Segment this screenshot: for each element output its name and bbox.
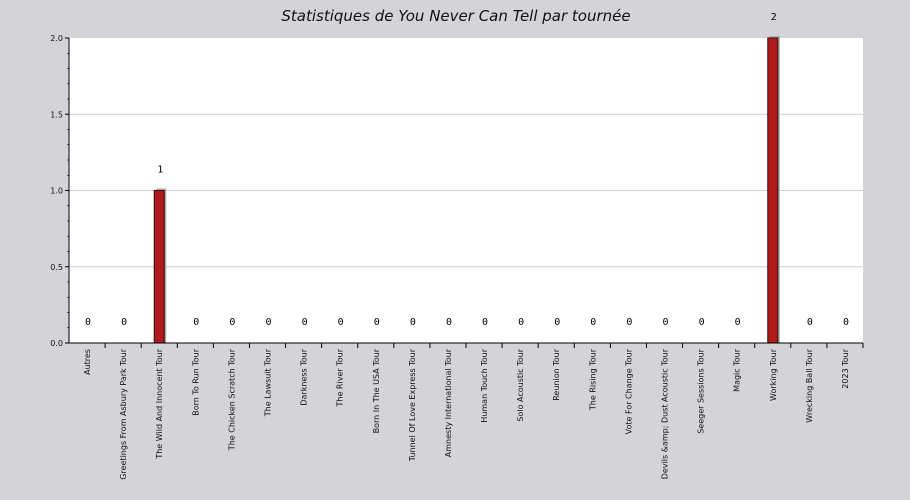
- x-tick-label: Solo Acoustic Tour: [516, 348, 525, 421]
- data-label: 0: [518, 317, 524, 328]
- x-tick-label: Amnesty International Tour: [444, 348, 453, 457]
- data-label: 0: [843, 317, 849, 328]
- x-tick-label: Seeger Sessions Tour: [697, 348, 706, 433]
- data-label: 0: [446, 317, 452, 328]
- data-label: 1: [157, 165, 163, 176]
- x-tick-label: The Wild And Innocent Tour: [155, 348, 164, 459]
- data-label: 0: [735, 317, 741, 328]
- data-label: 0: [265, 317, 271, 328]
- data-label: 0: [482, 317, 488, 328]
- y-tick-label: 0.0: [50, 339, 63, 348]
- x-tick-label: Born To Run Tour: [191, 348, 200, 415]
- data-label: 0: [554, 317, 560, 328]
- bar: [153, 190, 165, 344]
- data-label: 2: [771, 12, 777, 23]
- axes: [65, 37, 864, 348]
- y-tick-label: 0.5: [50, 263, 63, 272]
- bar: [767, 37, 779, 344]
- x-tick-label: 2023 Tour: [841, 348, 850, 388]
- x-tick-label: Tunnel Of Love Express Tour: [408, 348, 417, 462]
- y-tick-label: 1.5: [50, 110, 63, 119]
- data-label: 0: [193, 317, 199, 328]
- x-tick-label: Reunion Tour: [552, 348, 561, 400]
- chart-title: Statistiques de You Never Can Tell par t…: [281, 7, 630, 25]
- data-label: 0: [807, 317, 813, 328]
- x-tick-label: The Chicken Scratch Tour: [227, 348, 236, 451]
- grid-lines: [69, 113, 863, 268]
- data-label: 0: [410, 317, 416, 328]
- data-label: 0: [338, 317, 344, 328]
- data-label: 0: [626, 317, 632, 328]
- data-label: 0: [590, 317, 596, 328]
- x-tick-label: The River Tour: [336, 348, 345, 407]
- x-tick-label: Vote For Change Tour: [624, 348, 633, 434]
- x-tick-label: Greetings From Asbury Park Tour: [119, 348, 128, 479]
- x-tick-label: Wrecking Ball Tour: [805, 348, 814, 422]
- data-label: 0: [302, 317, 308, 328]
- x-tick-label: The Rising Tour: [588, 348, 597, 411]
- x-tick-label: Working Tour: [769, 348, 778, 401]
- x-tick-label: Autres: [83, 349, 92, 375]
- data-label: 0: [121, 317, 127, 328]
- x-tick-label: Human Touch Tour: [480, 348, 489, 422]
- data-label: 0: [662, 317, 668, 328]
- data-label: 0: [699, 317, 705, 328]
- data-label: 0: [374, 317, 380, 328]
- x-tick-label: The Lawsuit Tour: [264, 348, 273, 417]
- data-label: 0: [229, 317, 235, 328]
- x-tick-label: Magic Tour: [733, 348, 742, 392]
- labels: 0.0 0.5 1.0 1.5 2.0 0 Autres 0 Greetings From As…: [50, 12, 850, 480]
- x-tick-label: Born In The USA Tour: [372, 348, 381, 433]
- y-tick-label: 2.0: [50, 34, 63, 43]
- y-tick-label: 1.0: [50, 187, 63, 196]
- data-label: 0: [85, 317, 91, 328]
- x-tick-label: Darkness Tour: [300, 348, 309, 405]
- x-tick-label: Devils &amp; Dust Acoustic Tour: [661, 348, 670, 479]
